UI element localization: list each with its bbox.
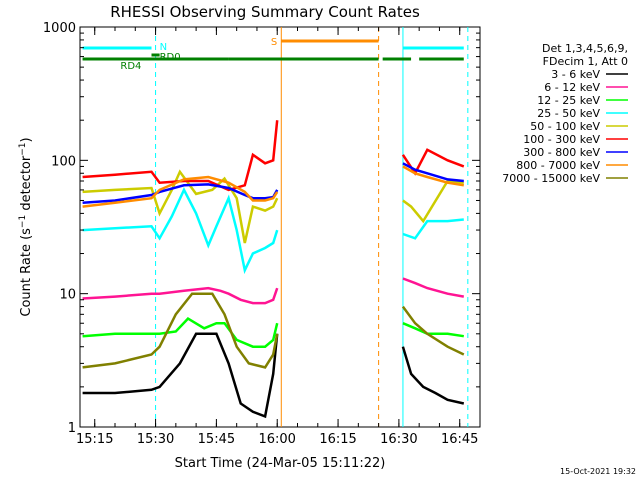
time-markers	[155, 27, 469, 427]
series-line-0	[401, 346, 465, 405]
state-label-rd0: RD0	[160, 52, 181, 63]
series-line-5	[82, 120, 279, 192]
legend: Det 1,3,4,5,6,9, FDecim 1, Att 0 3 - 6 k…	[502, 42, 628, 185]
state-label-s: S	[271, 37, 277, 48]
legend-entry-label: 300 - 800 keV	[523, 146, 600, 159]
x-tick-label: 16:15	[319, 432, 356, 447]
legend-entry-label: 100 - 300 keV	[523, 133, 600, 146]
legend-header-line-2: FDecim 1, Att 0	[543, 55, 628, 68]
x-tick-label: 16:00	[258, 432, 295, 447]
series-line-7	[82, 175, 279, 208]
series-line-0	[82, 332, 279, 419]
series-line-5	[401, 148, 465, 176]
series-line-1	[82, 286, 279, 305]
series-line-3	[82, 187, 279, 275]
legend-header-line-1: Det 1,3,4,5,6,9,	[542, 42, 628, 55]
x-axis-label: Start Time (24-Mar-05 15:11:22)	[175, 456, 386, 471]
series-line-8	[82, 292, 279, 369]
plot-frame	[79, 26, 481, 428]
series-group	[82, 120, 465, 419]
y-tick-label: 1	[68, 421, 76, 436]
series-line-6	[402, 162, 464, 183]
series-line-6	[82, 183, 279, 205]
series-line-4	[402, 179, 464, 224]
legend-entry-label: 12 - 25 keV	[537, 94, 600, 107]
x-tick-label: 16:30	[380, 432, 417, 447]
series-line-1	[402, 277, 465, 298]
series-line-3	[402, 218, 464, 240]
x-tick-label: 15:15	[76, 432, 113, 447]
y-tick-label: 1000	[43, 21, 76, 36]
legend-entry-label: 25 - 50 keV	[537, 107, 600, 120]
x-tick-label: 15:30	[137, 432, 174, 447]
x-tick-label: 16:45	[441, 432, 478, 447]
x-tick-label: 15:45	[198, 432, 235, 447]
state-label-rd4: RD4	[120, 61, 141, 72]
legend-entry-label: 6 - 12 keV	[544, 81, 600, 94]
plot-area	[79, 26, 481, 428]
legend-entry-label: 800 - 7000 keV	[516, 159, 600, 172]
state-label-n: N	[160, 42, 167, 53]
x-axis-ticks: 15:15 15:30 15:45 16:00 16:15 16:30 16:45	[76, 27, 481, 447]
series-line-2	[402, 322, 464, 338]
series-line-8	[401, 305, 465, 356]
y-axis-ticks: 1 10 100 1000	[43, 21, 480, 436]
timestamp: 15-Oct-2021 19:32	[560, 467, 636, 476]
y-tick-label: 10	[59, 288, 76, 303]
series-line-7	[402, 165, 464, 187]
chart-title: RHESSI Observing Summary Count Rates	[110, 3, 420, 21]
legend-entry-label: 3 - 6 keV	[551, 68, 600, 81]
legend-entry-label: 7000 - 15000 keV	[502, 172, 600, 185]
y-axis-label: Count Rate (s−1 detector−1)	[18, 137, 34, 316]
y-tick-label: 100	[51, 154, 76, 169]
series-line-2	[82, 317, 279, 348]
legend-entry-label: 50 - 100 keV	[530, 120, 600, 133]
